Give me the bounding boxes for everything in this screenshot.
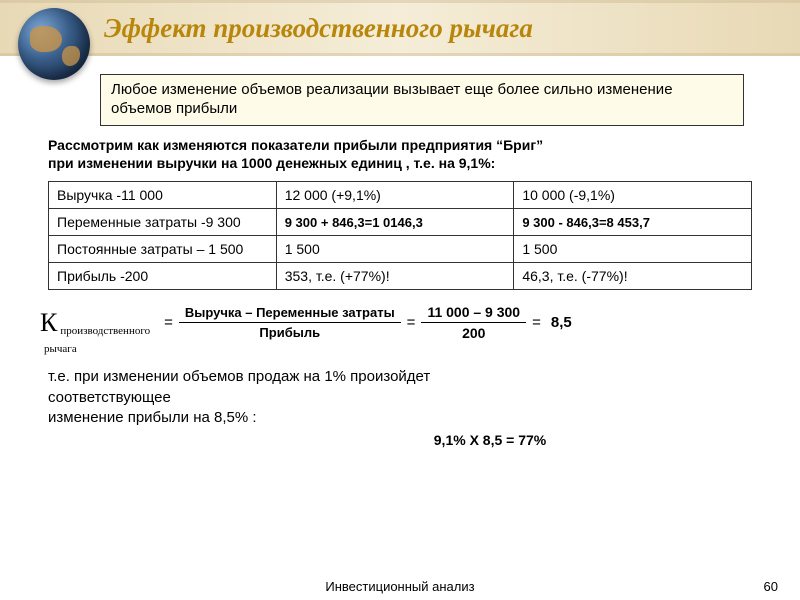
fraction-1: Выручка – Переменные затраты Прибыль [179,305,401,340]
table-row: Выручка -11 000 12 000 (+9,1%) 10 000 (-… [49,182,752,209]
cell: 353, т.е. (+77%)! [276,263,514,290]
fraction-2: 11 000 – 9 300 200 [421,304,526,341]
explain-l3: изменение прибыли на 8,5% : [48,409,257,426]
formula: К производственного = Выручка – Переменн… [40,304,760,341]
cell: 10 000 (-9,1%) [514,182,752,209]
table-row: Прибыль -200 353, т.е. (+77%)! 46,3, т.е… [49,263,752,290]
cell: 46,3, т.е. (-77%)! [514,263,752,290]
explanation: т.е. при изменении объемов продаж на 1% … [48,367,752,428]
equals-sign: = [164,314,173,331]
page-number: 60 [764,579,778,594]
frac2-den: 200 [421,323,526,341]
cell: 1 500 [276,236,514,263]
frac1-den: Прибыль [179,323,401,340]
cell: 1 500 [514,236,752,263]
globe-icon [18,8,90,80]
explain-l2: соответствующее [48,389,171,406]
frac2-num: 11 000 – 9 300 [421,304,526,323]
cell: Переменные затраты -9 300 [49,209,277,236]
subheading: Рассмотрим как изменяются показатели при… [48,136,752,174]
table-row: Постоянные затраты – 1 500 1 500 1 500 [49,236,752,263]
calc-line: 9,1% Х 8,5 = 77% [180,432,800,448]
k-subscript-2: рычага [44,343,800,355]
equals-sign: = [407,314,416,331]
formula-result: 8,5 [551,314,572,331]
frac1-num: Выручка – Переменные затраты [179,305,401,323]
intro-text: Любое изменение объемов реализации вызыв… [111,81,673,117]
explain-l1: т.е. при изменении объемов продаж на 1% … [48,368,430,385]
footer-text: Инвестиционный анализ [0,579,800,594]
k-subscript-1: производственного [60,325,150,337]
table-row: Переменные затраты -9 300 9 300 + 846,3=… [49,209,752,236]
page-title: Эффект производственного рычага [104,13,533,44]
header-band: Эффект производственного рычага [0,0,800,56]
cell: Выручка -11 000 [49,182,277,209]
cell: 9 300 - 846,3=8 453,7 [514,209,752,236]
subhead-l2: при изменении выручки на 1000 денежных е… [48,155,495,171]
cell: Постоянные затраты – 1 500 [49,236,277,263]
subhead-l1: Рассмотрим как изменяются показатели при… [48,137,543,153]
data-table: Выручка -11 000 12 000 (+9,1%) 10 000 (-… [48,181,752,290]
intro-box: Любое изменение объемов реализации вызыв… [100,74,744,126]
cell: Прибыль -200 [49,263,277,290]
cell: 9 300 + 846,3=1 0146,3 [276,209,514,236]
cell: 12 000 (+9,1%) [276,182,514,209]
equals-sign: = [532,314,541,331]
k-symbol: К [40,308,57,338]
